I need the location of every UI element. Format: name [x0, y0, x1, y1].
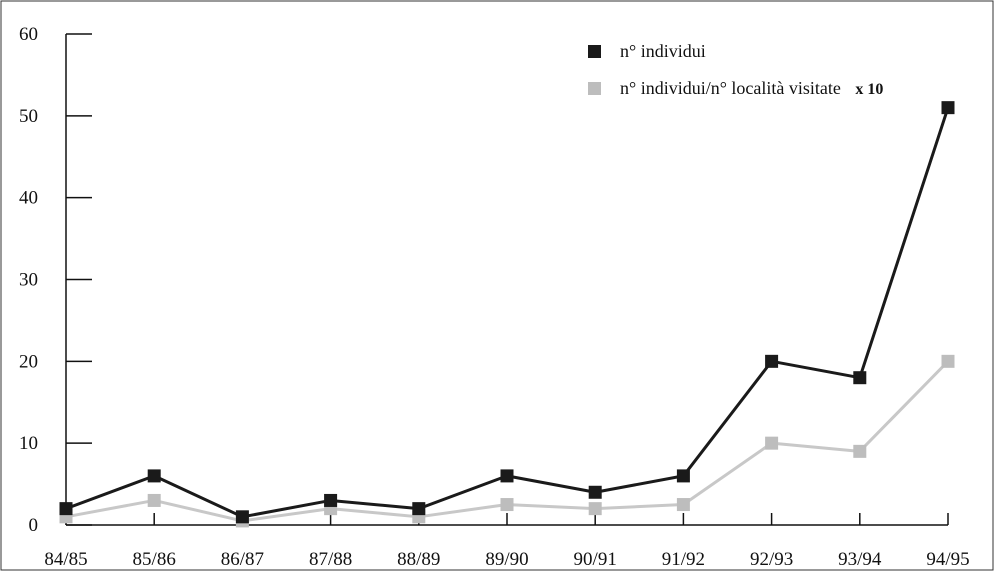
- y-tick-label-20: 20: [19, 351, 38, 372]
- series-layer: [59, 101, 955, 528]
- y-tick-label-10: 10: [19, 433, 38, 454]
- y-tick-label-0: 0: [29, 515, 39, 536]
- series-2-point-9: [853, 444, 867, 458]
- series-1-point-10: [941, 101, 955, 115]
- legend-label-series-2: n° individui/n° località visitate x 10: [620, 78, 883, 98]
- y-tick-label-50: 50: [19, 106, 38, 127]
- x-tick-label-7: 91/92: [662, 549, 705, 570]
- legend-marker-series-1: [588, 45, 601, 58]
- series-1-point-0: [59, 502, 73, 516]
- series-2-point-5: [500, 498, 514, 512]
- y-tick-label-60: 60: [19, 24, 38, 45]
- axes: 0 10 20 30 40 50 60 84/85 85/86 86/87 87/88 88/89 89…: [19, 24, 970, 570]
- series-1-point-5: [500, 469, 514, 483]
- series-2-point-7: [676, 498, 690, 512]
- y-tick-label-40: 40: [19, 188, 38, 209]
- series-1-point-4: [412, 502, 426, 516]
- series-2-point-6: [588, 502, 602, 516]
- legend-label-series-1: n° individui: [620, 41, 706, 61]
- series-1-point-9: [853, 371, 867, 385]
- x-tick-label-4: 88/89: [397, 549, 440, 570]
- legend-label-series-2-suffix: x 10: [855, 81, 883, 98]
- x-tick-label-3: 87/88: [309, 549, 352, 570]
- legend: n° individui n° individui/n° località vi…: [588, 41, 883, 98]
- x-tick-label-1: 85/86: [133, 549, 176, 570]
- series-1-point-6: [588, 485, 602, 499]
- x-tick-label-5: 89/90: [485, 549, 528, 570]
- series-1-point-2: [235, 510, 249, 524]
- x-tick-label-8: 92/93: [750, 549, 793, 570]
- x-tick-label-9: 93/94: [838, 549, 882, 570]
- series-1-point-8: [765, 354, 779, 368]
- x-tick-label-10: 94/95: [926, 549, 969, 570]
- series-2-point-10: [941, 354, 955, 368]
- x-tick-label-2: 86/87: [221, 549, 264, 570]
- series-2-point-1: [147, 493, 161, 507]
- x-tick-label-6: 90/91: [574, 549, 617, 570]
- x-tick-label-0: 84/85: [44, 549, 87, 570]
- legend-marker-series-2: [588, 82, 601, 95]
- legend-label-series-2-text: n° individui/n° località visitate: [620, 78, 841, 98]
- y-tick-label-30: 30: [19, 270, 38, 291]
- series-1-point-1: [147, 469, 161, 483]
- series-1-point-3: [324, 493, 338, 507]
- series-1-line: [65, 107, 950, 519]
- series-1-point-7: [676, 469, 690, 483]
- series-2-point-8: [765, 436, 779, 450]
